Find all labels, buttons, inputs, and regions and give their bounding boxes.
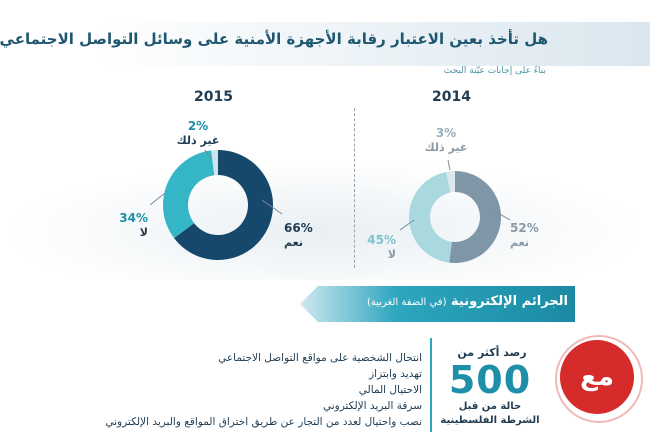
crime-item: انتحال الشخصية على مواقع التواصل الاجتما…	[218, 352, 422, 364]
slice-value-label: 2%	[188, 119, 208, 133]
leader-line	[447, 159, 451, 171]
slice-value-label: 3%	[436, 126, 456, 140]
stat-divider	[430, 338, 432, 432]
leader-line	[399, 219, 415, 231]
donut-slice	[163, 150, 215, 239]
stat-prefix: رصد أكثر من	[457, 346, 527, 359]
slice-category-label: غير ذلك	[425, 141, 468, 154]
background-glow	[0, 160, 650, 280]
donut-slice	[211, 150, 218, 176]
year-2015-title: 2015	[194, 89, 233, 105]
logo-text: مع	[580, 362, 614, 392]
crimes-list: انتحال الشخصية على مواقع التواصل الاجتما…	[105, 350, 422, 430]
crimes-title-text: الجرائم الإلكترونية	[451, 294, 568, 309]
crimes-title-sub: (في الضفة الغربية)	[366, 297, 447, 308]
crime-item: نصب واحتيال لعدد من التجار عن طريق اخترا…	[105, 416, 422, 428]
stat-value: 500	[448, 358, 532, 402]
crime-item: الاحتيال المالي	[358, 384, 422, 396]
year-2014-title: 2014	[432, 89, 471, 105]
crimes-banner	[300, 286, 575, 322]
slice-value-label: 66%	[284, 221, 313, 235]
leader-line	[149, 192, 166, 206]
leader-line	[492, 209, 511, 221]
page-subtitle: بناءً على إجابات عيّنة البحث	[443, 66, 546, 76]
leader-line	[261, 199, 283, 215]
crimes-title: الجرائم الإلكترونية (في الضفة الغربية)	[367, 294, 568, 309]
donut-slice	[446, 171, 455, 193]
title-banner	[88, 22, 650, 66]
crime-item: تهديد وابتزاز	[369, 368, 422, 380]
crime-item: سرقة البريد الإلكتروني	[322, 400, 422, 412]
slice-category-label: نعم	[510, 236, 529, 249]
chart-divider	[354, 108, 355, 268]
donut-slice	[409, 171, 452, 263]
donut-2015: 66%نعم 34%لا 2%غير ذلك	[119, 119, 313, 261]
donut-slice	[174, 150, 274, 261]
logo-icon: مع	[560, 340, 634, 414]
donut-2014: 52%نعم 45%لا 3%غير ذلك	[367, 126, 539, 263]
logo-ring	[555, 335, 643, 423]
slice-category-label: لا	[388, 248, 396, 261]
slice-category-label: غير ذلك	[177, 134, 220, 147]
donut-slice	[449, 170, 502, 263]
slice-value-label: 34%	[119, 211, 148, 225]
slice-value-label: 52%	[510, 221, 539, 235]
slice-category-label: نعم	[284, 236, 303, 249]
stat-suffix: حالة من قبل الشرطة الفلسطينية	[440, 401, 540, 426]
leader-line	[204, 149, 211, 159]
page-title: هل تأخذ بعين الاعتبار رقابة الأجهزة الأم…	[0, 30, 548, 48]
slice-value-label: 45%	[367, 233, 396, 247]
slice-category-label: لا	[140, 226, 148, 239]
